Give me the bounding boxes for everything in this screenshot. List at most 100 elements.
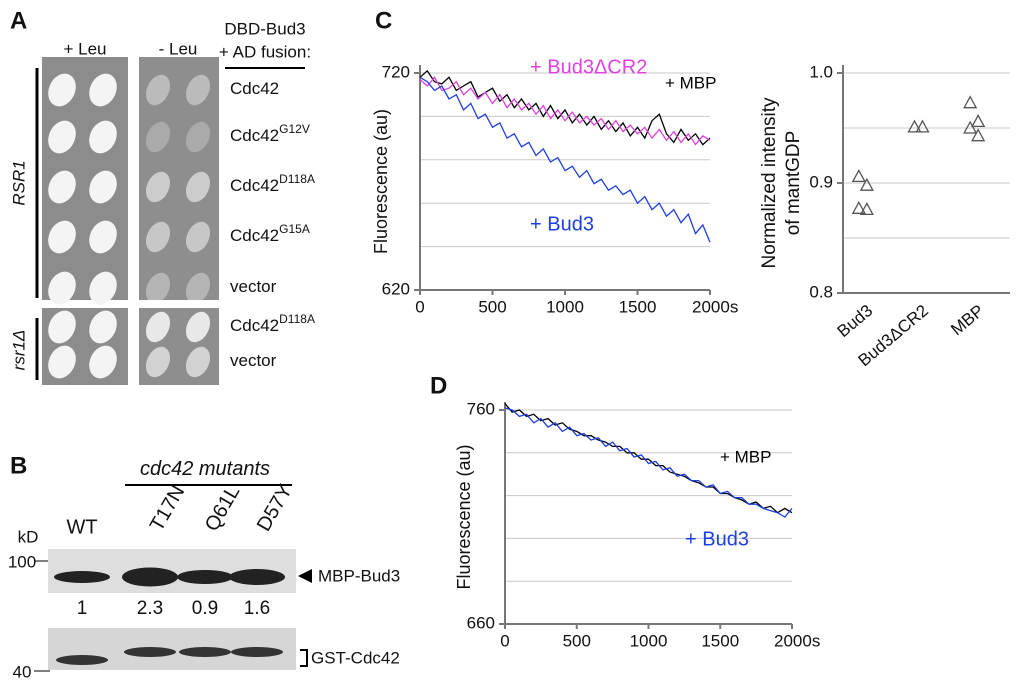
y-axis-label: Fluorescence (au): [454, 444, 474, 589]
row-label-base: Cdc42: [230, 226, 279, 245]
lane-label: WT: [66, 516, 97, 538]
y-tick-label: 0.8: [809, 282, 833, 301]
legend-label: + Bud3: [685, 528, 749, 550]
x-tick-label: 2000s: [774, 631, 820, 650]
band: [54, 571, 110, 583]
panel-letter: A: [10, 7, 27, 34]
strain: RSR1: [9, 160, 28, 205]
colony: [89, 120, 117, 154]
row-label-base: vector: [230, 277, 277, 296]
colony: [48, 170, 76, 204]
y-tick-label: 720: [382, 62, 410, 81]
series-line: [419, 76, 711, 243]
x-tick-label: 1000: [630, 631, 668, 650]
series-line: [419, 76, 711, 146]
row-label-base: vector: [230, 351, 277, 370]
point: [963, 120, 978, 134]
row-label-sup: G15A: [279, 222, 310, 236]
point: [859, 177, 874, 191]
lane-label: T17N: [146, 482, 190, 535]
y-axis-label: of mantGDP: [783, 131, 804, 236]
point: [971, 128, 986, 142]
ratio: 1.6: [244, 598, 270, 619]
point: [915, 119, 930, 133]
colony: [185, 74, 211, 106]
row-label: Cdc42: [230, 79, 279, 98]
colony: [89, 220, 117, 254]
x-tick-label: 500: [563, 631, 591, 650]
marker: 40: [13, 662, 32, 681]
lane-label: Q61L: [201, 482, 245, 535]
y-axis-label: Fluorescence (au): [371, 109, 391, 254]
x-tick-label: 1000: [546, 297, 584, 316]
row-label-sup: D118A: [279, 312, 315, 326]
ratio: 0.9: [192, 598, 218, 619]
band: [56, 655, 108, 665]
colony: [185, 272, 211, 304]
x-tick-label: 0: [415, 297, 424, 316]
y-tick-label: 760: [467, 399, 495, 418]
colony: [145, 272, 171, 304]
point: [971, 114, 986, 128]
colony: [185, 221, 211, 253]
y-tick-label: 0.9: [809, 172, 833, 191]
band: [231, 647, 283, 657]
panel-letter: B: [10, 452, 27, 479]
row-label-base: Cdc42: [230, 126, 279, 145]
band-label: GST-Cdc42: [311, 648, 400, 667]
colony: [185, 346, 211, 378]
colony: [145, 221, 171, 253]
legend-label: + Bud3: [530, 213, 594, 235]
y-tick-label: 1.0: [809, 62, 833, 81]
blot-title-text: cdc42 mutants: [140, 458, 270, 480]
colony: [48, 120, 76, 154]
point: [907, 119, 922, 133]
row-label: vector: [230, 277, 277, 296]
colony: [89, 271, 117, 305]
point: [859, 202, 874, 216]
row-label: vector: [230, 351, 277, 370]
x-tick-label: 500: [478, 297, 506, 316]
legend-label: + MBP: [665, 73, 717, 92]
header: DBD-Bud3: [224, 19, 305, 38]
colony: [185, 311, 211, 343]
point: [963, 95, 978, 109]
x-tick-label: 1500: [701, 631, 739, 650]
series-line: [504, 403, 793, 514]
colony: [89, 345, 117, 379]
band: [124, 647, 176, 657]
band-label: MBP-Bud3: [318, 566, 400, 585]
colony: [185, 171, 211, 203]
row-label: Cdc42G15A: [230, 222, 310, 245]
colony: [145, 121, 171, 153]
band: [229, 569, 285, 585]
point: [851, 200, 866, 214]
row-label: Cdc42G12V: [230, 122, 310, 145]
colony: [48, 310, 76, 344]
colony: [89, 73, 117, 107]
row-label-base: Cdc42: [230, 79, 279, 98]
colony: [89, 310, 117, 344]
colony: [48, 271, 76, 305]
bracket: [300, 649, 308, 667]
x-tick-label: Bud3: [834, 301, 877, 341]
x-tick-label: 1500: [619, 297, 657, 316]
x-tick-label: 0: [500, 631, 509, 650]
ratio: 2.3: [137, 598, 163, 619]
row-label-base: Cdc42: [230, 316, 279, 335]
row-label: Cdc42D118A: [230, 172, 315, 195]
ratio: 1: [77, 598, 88, 619]
unit: kD: [18, 527, 39, 546]
colony: [48, 73, 76, 107]
lane-label: D57Y: [253, 481, 297, 535]
colony: [145, 74, 171, 106]
header: + AD fusion:: [219, 42, 311, 61]
band: [122, 567, 178, 587]
y-tick-label: 620: [382, 279, 410, 298]
row-label-sup: G12V: [279, 122, 310, 136]
x-tick-label: MBP: [947, 301, 987, 339]
strain: rsr1Δ: [9, 330, 28, 371]
row-label-base: Cdc42: [230, 176, 279, 195]
colony: [145, 346, 171, 378]
